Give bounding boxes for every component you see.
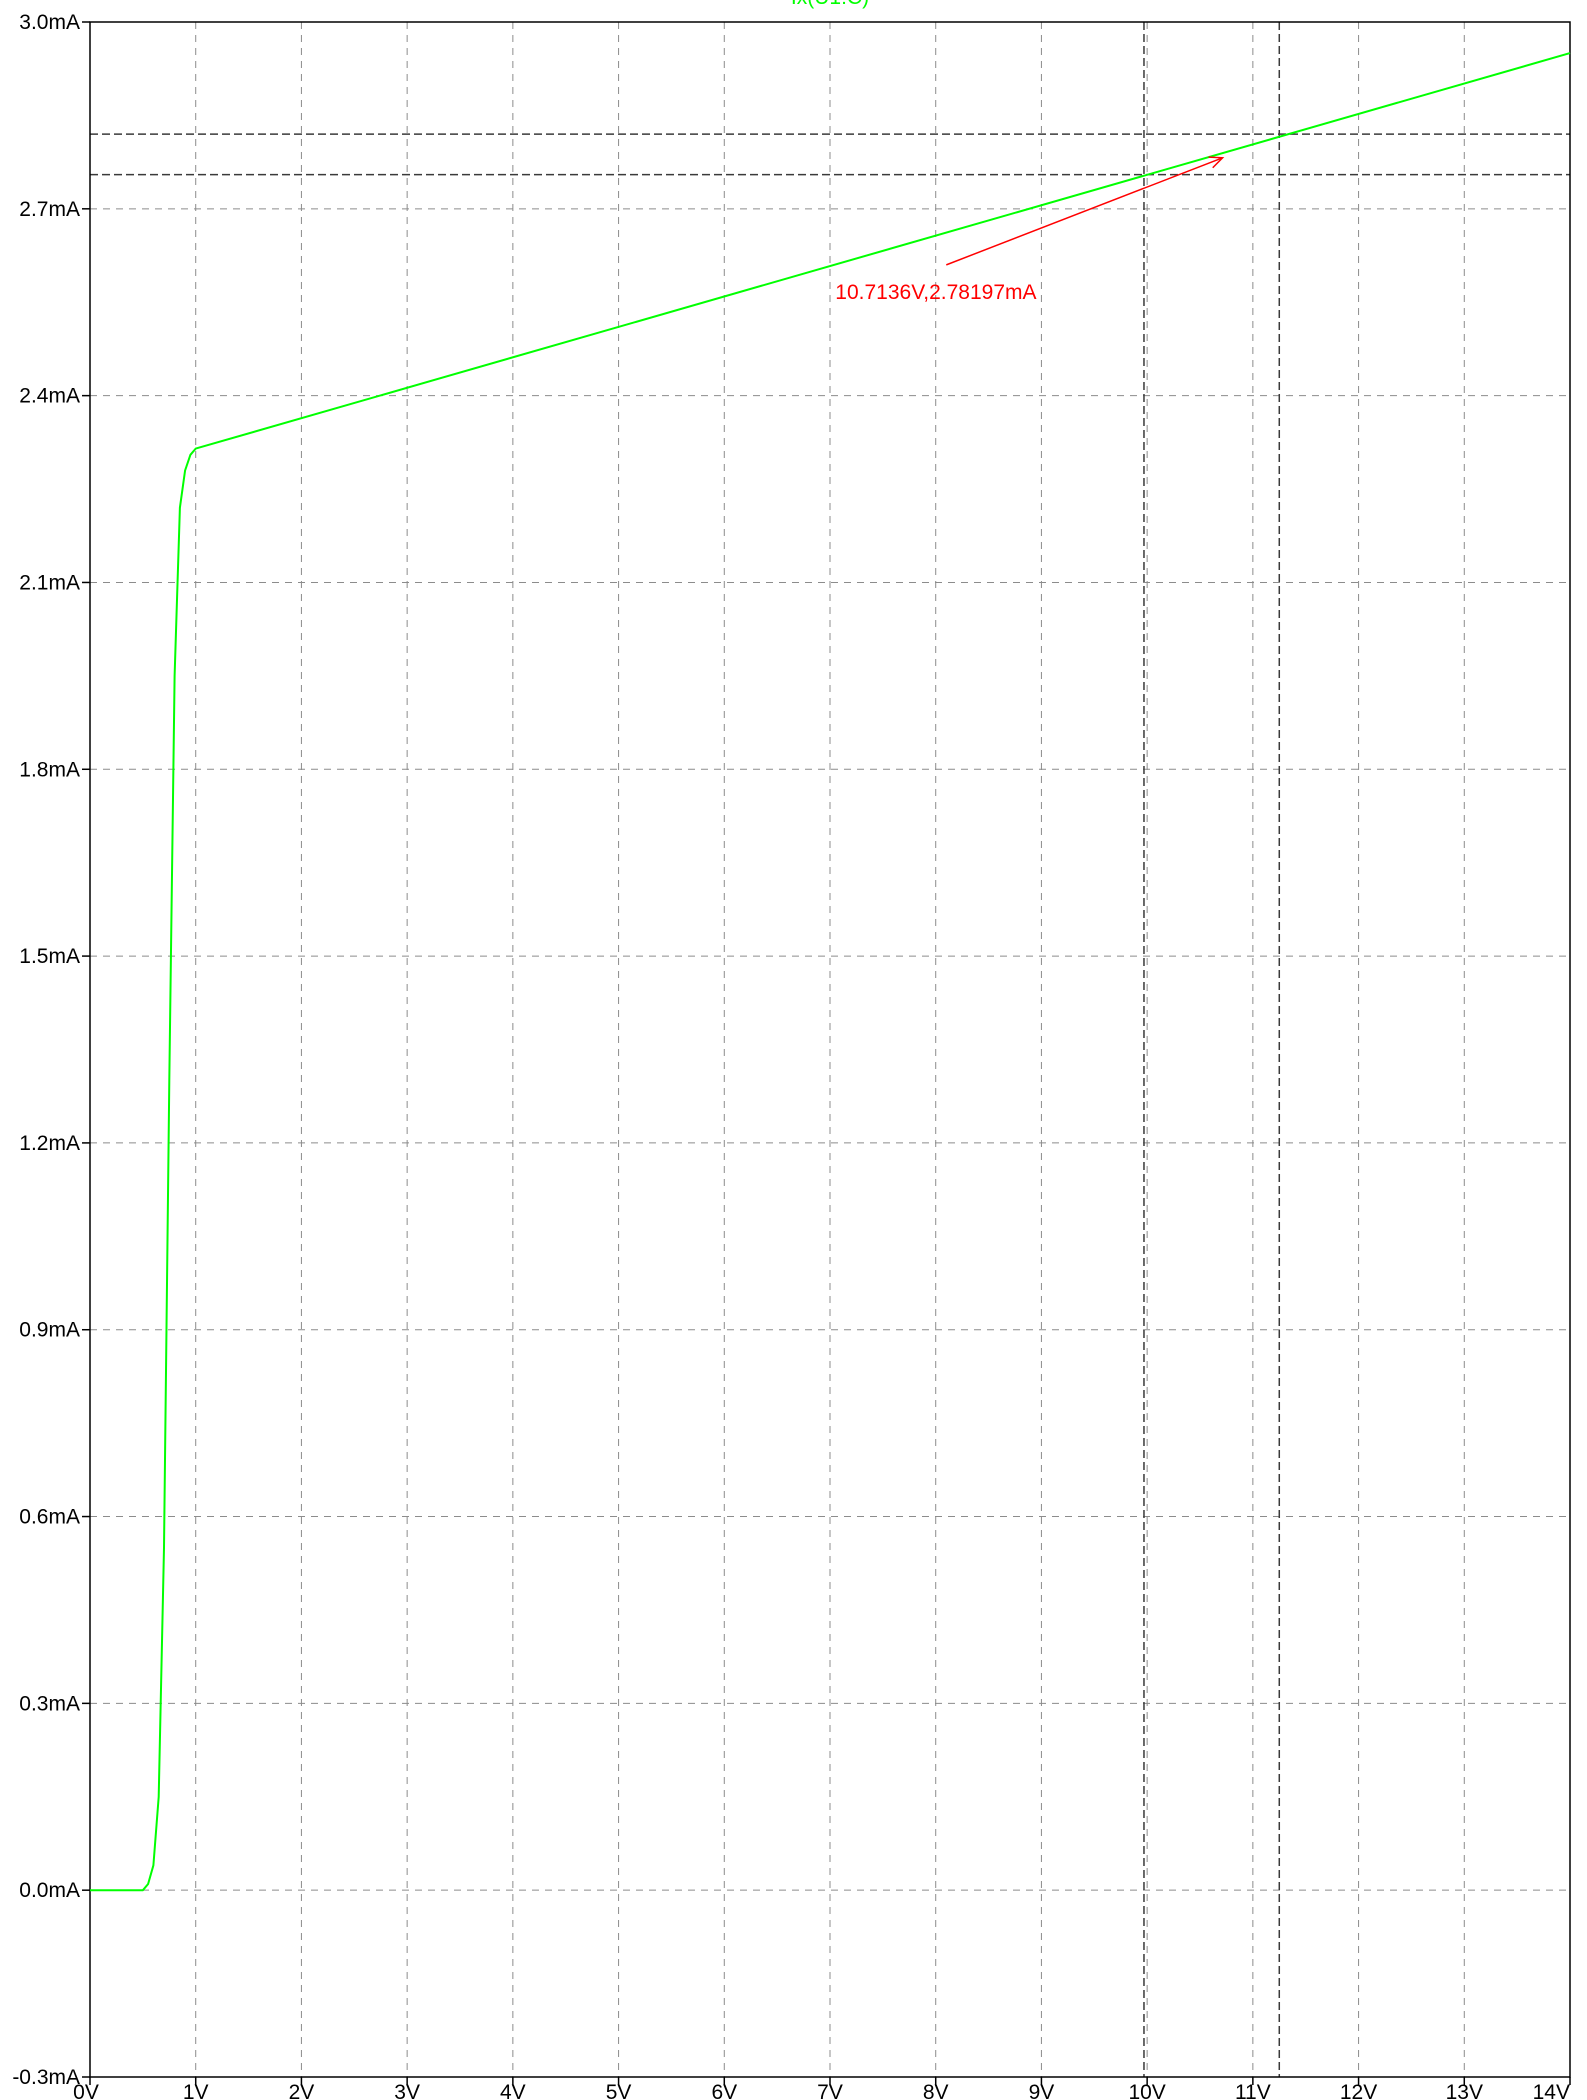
x-tick-label: 0V	[73, 2081, 99, 2100]
x-tick-label: 5V	[606, 2081, 632, 2100]
cursors	[90, 22, 1570, 2077]
x-tick-label: 3V	[394, 2081, 420, 2100]
y-tick-label: 0.3mA	[19, 1692, 80, 1715]
y-tick-label: 1.5mA	[19, 945, 80, 968]
x-tick-label: 11V	[1235, 2081, 1271, 2100]
y-tick-label: 0.6mA	[19, 1506, 80, 1529]
y-tick-label: 1.2mA	[19, 1132, 80, 1155]
x-tick-label: 9V	[1029, 2081, 1055, 2100]
series-line	[90, 52, 1571, 1892]
x-tick-label: 4V	[500, 2081, 526, 2100]
x-tick-label: 8V	[923, 2081, 949, 2100]
y-tick-label: 2.7mA	[19, 198, 80, 221]
y-tick-label: -0.3mA	[12, 2066, 80, 2089]
y-tick-label: 1.8mA	[19, 758, 80, 781]
y-tick-label: 3.0mA	[19, 11, 80, 34]
y-tick-label: 2.1mA	[19, 571, 80, 594]
trace-title: Ix(U1:C)	[791, 0, 869, 9]
axis-ticks: 0V 1V 2V 3V 4V 5V 6V 7V 8V 9V 10V 11V 12V 13V 14V 3.0mA…	[12, 11, 1571, 2100]
annotation: 10.7136V,2.78197mA	[835, 156, 1225, 304]
series	[90, 52, 1571, 1892]
x-tick-label: 7V	[817, 2081, 843, 2100]
y-tick-label: 0.9mA	[19, 1319, 80, 1342]
y-tick-label: 0.0mA	[19, 1879, 80, 1902]
x-tick-label: 14V	[1533, 2081, 1570, 2100]
x-tick-label: 13V	[1446, 2081, 1483, 2100]
annotation-label: 10.7136V,2.78197mA	[835, 281, 1036, 304]
x-tick-label: 1V	[183, 2081, 209, 2100]
x-tick-label: 6V	[711, 2081, 737, 2100]
annotation-arrowhead	[1208, 156, 1225, 169]
annotation-arrow	[946, 157, 1223, 266]
grid	[90, 22, 1570, 2077]
x-tick-label: 2V	[289, 2081, 315, 2100]
y-tick-label: 2.4mA	[19, 385, 80, 408]
x-tick-label: 12V	[1340, 2081, 1377, 2100]
x-tick-label: 10V	[1128, 2081, 1165, 2100]
